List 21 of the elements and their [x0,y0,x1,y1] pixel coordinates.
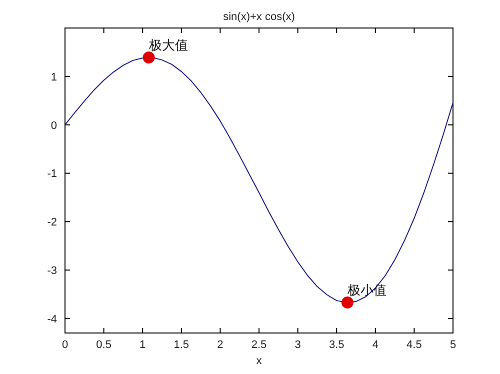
x-tick-label: 1 [140,339,146,351]
annotation: 极大值 [148,38,188,53]
y-tick-label: -3 [47,265,57,278]
x-tick-label: 1.5 [174,339,190,351]
y-tick-label: 1 [50,71,57,84]
y-tick-label: -4 [47,313,57,326]
x-axis-title: x [256,355,262,367]
x-tick-label: 0.5 [96,339,112,351]
x-tick-label: 5 [450,339,456,351]
y-tick-label: -2 [47,216,57,229]
chart-title: sin(x)+x cos(x) [223,11,295,23]
annotation: 极小值 [346,282,386,298]
x-tick-label: 3 [294,339,301,351]
x-tick-label: 0 [62,339,68,351]
x-tick-label: 3.5 [328,339,344,351]
y-tick-label: 0 [50,120,57,132]
x-tick-label: 4 [372,339,378,351]
x-tick-label: 2 [217,339,224,351]
x-tick-label: 4.5 [406,339,422,351]
y-tick-label: -1 [47,168,57,180]
x-tick-label: 2.5 [251,339,267,351]
